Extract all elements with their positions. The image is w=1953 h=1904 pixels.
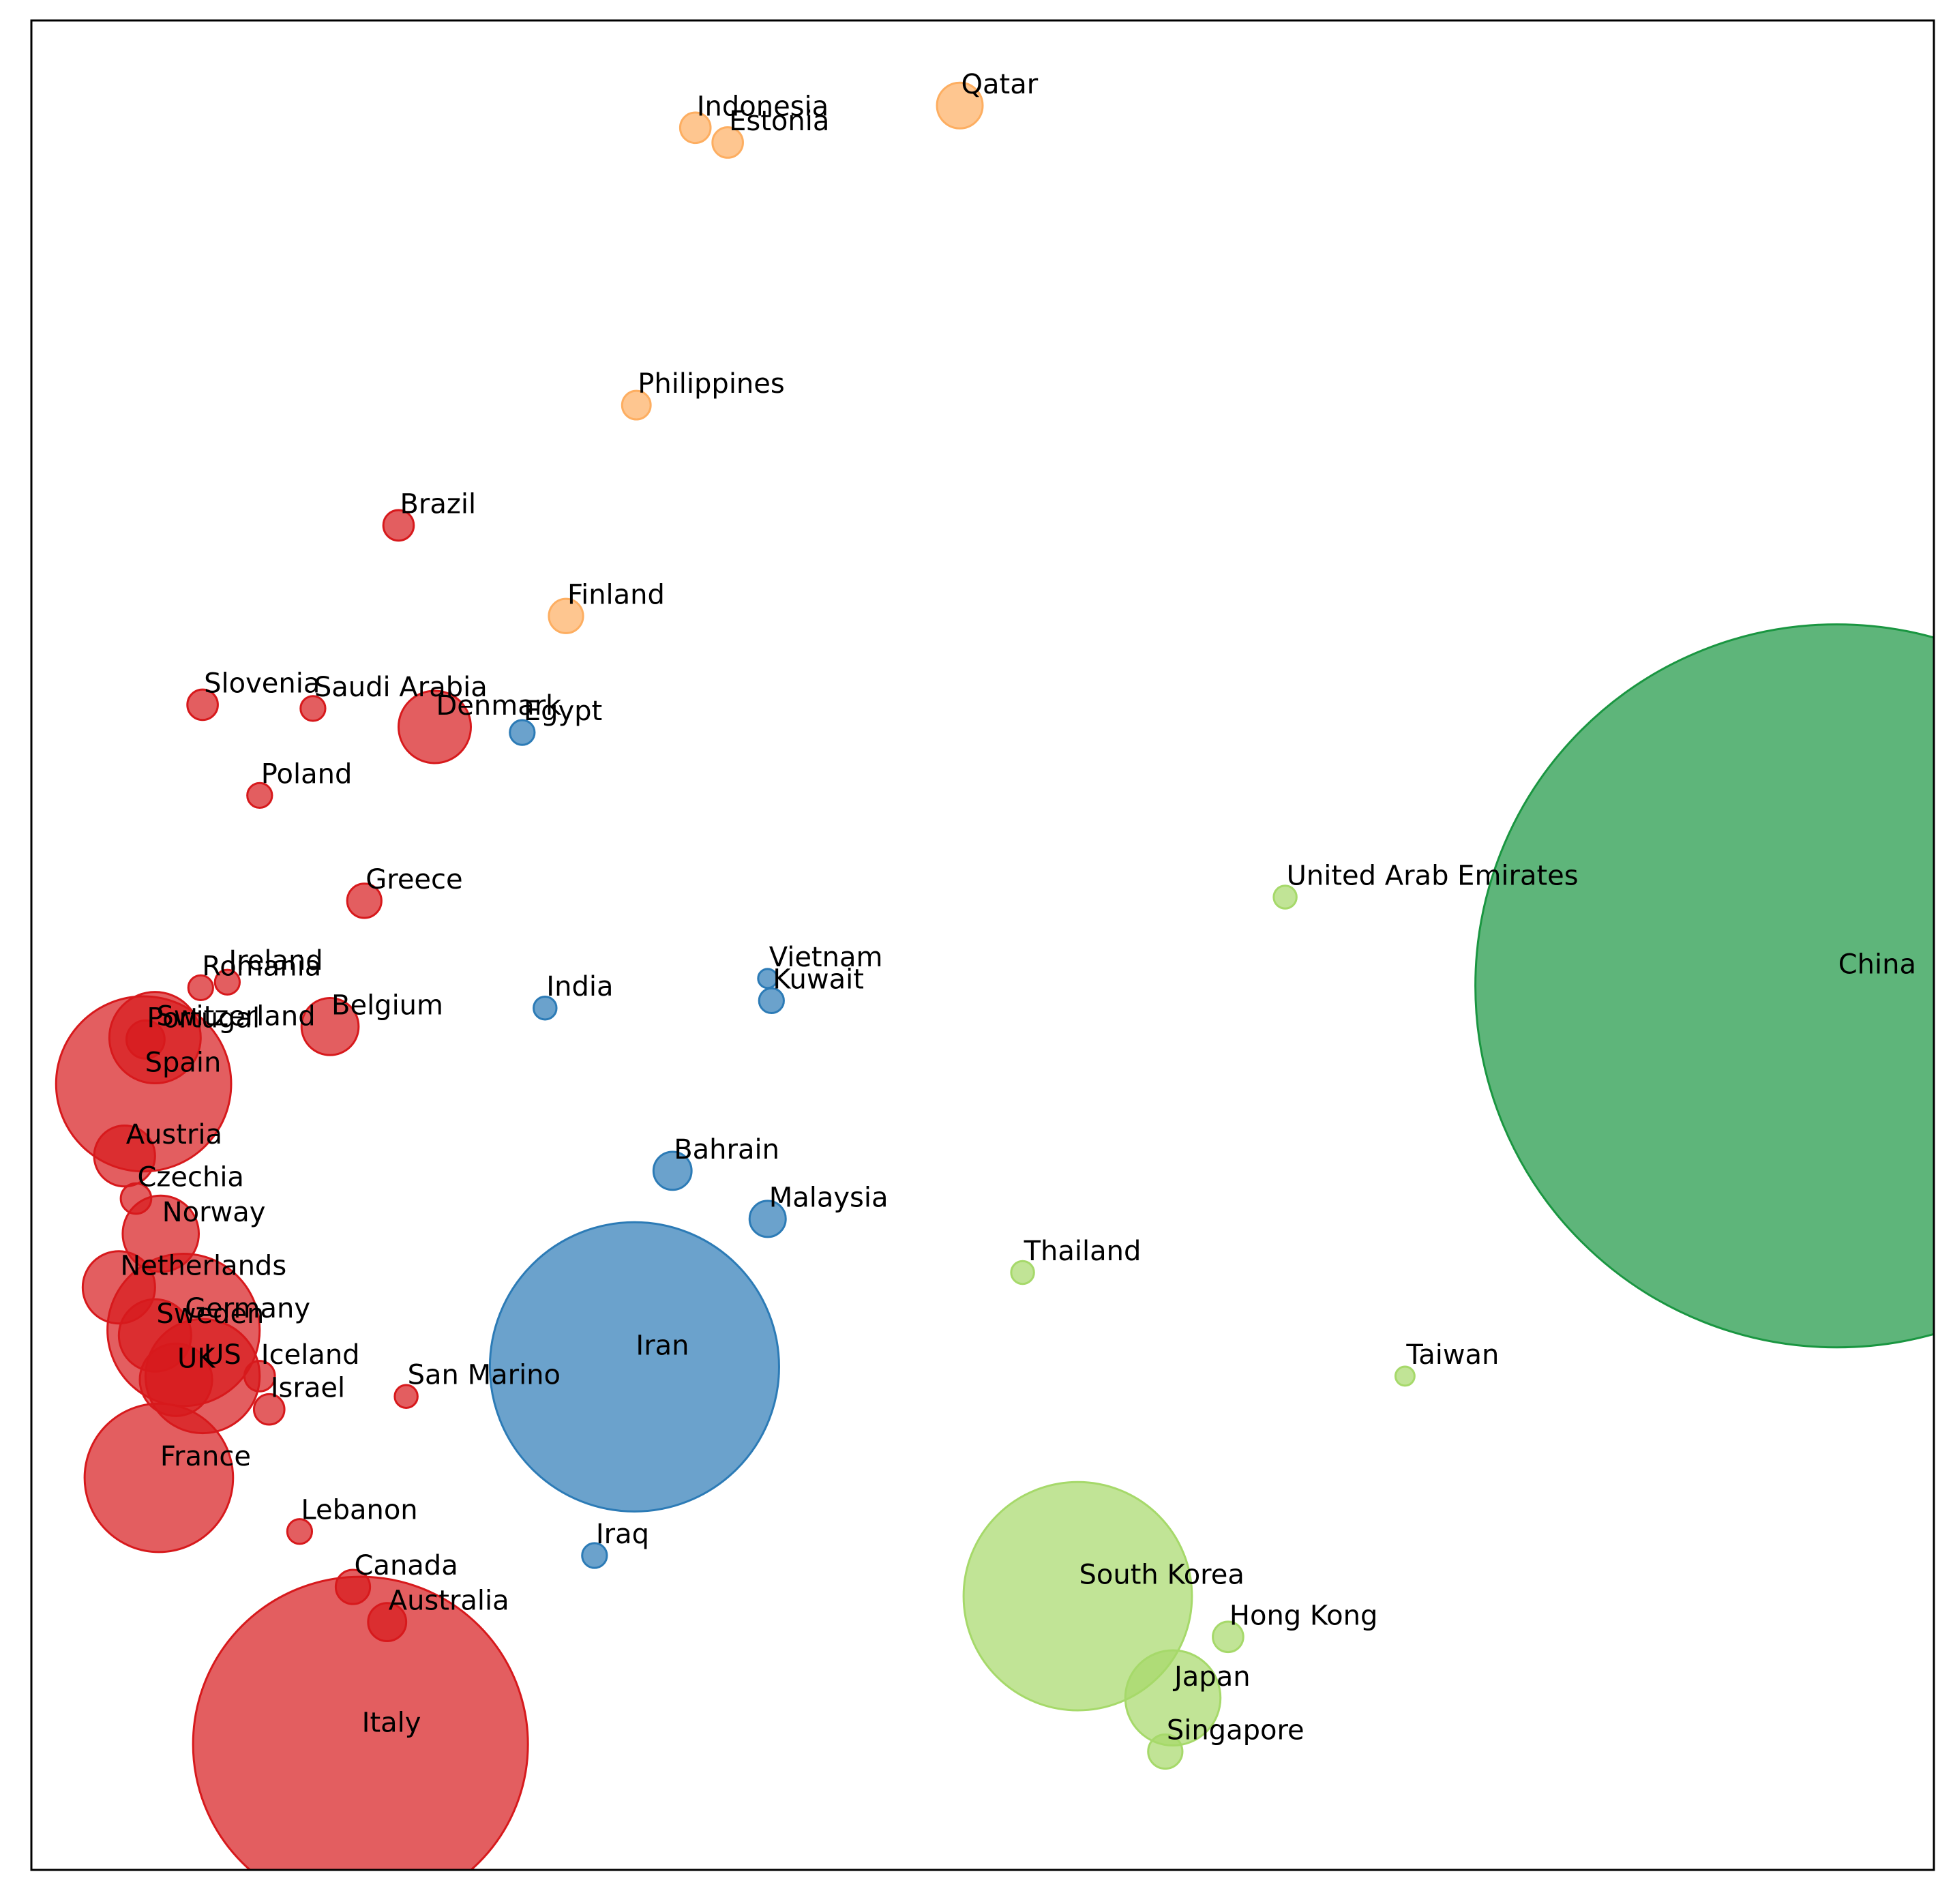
label-spain: Spain — [145, 1047, 222, 1078]
plot-frame — [30, 19, 1935, 1871]
label-india: India — [546, 971, 613, 1002]
bubble-india — [533, 995, 558, 1021]
label-poland: Poland — [261, 758, 353, 790]
bubble-bahrain — [652, 1150, 693, 1191]
label-romania: Romania — [202, 951, 321, 982]
label-us: US — [204, 1339, 241, 1371]
label-kuwait: Kuwait — [773, 964, 864, 995]
label-portugal: Portugal — [147, 1002, 260, 1034]
bubble-egypt — [509, 719, 536, 746]
label-malaysia: Malaysia — [769, 1182, 889, 1213]
bubble-united-arab-emirates — [1272, 884, 1298, 910]
bubble-estonia — [711, 126, 744, 159]
bubble-uk — [138, 1342, 213, 1417]
bubble-malaysia — [748, 1200, 787, 1238]
bubble-greece — [346, 882, 383, 919]
label-czechia: Czechia — [137, 1162, 244, 1193]
bubble-indonesia — [679, 111, 712, 145]
label-israel: Israel — [271, 1373, 345, 1404]
label-iran: Iran — [636, 1330, 689, 1361]
label-singapore: Singapore — [1167, 1714, 1305, 1746]
bubble-qatar — [936, 81, 984, 130]
bubble-poland — [246, 782, 273, 809]
label-france: France — [160, 1441, 251, 1472]
label-japan: Japan — [1172, 1661, 1251, 1693]
bubble-denmark — [397, 689, 472, 764]
label-hong-kong: Hong Kong — [1229, 1600, 1377, 1631]
label-denmark: Denmark — [436, 690, 562, 722]
bubble-romania — [187, 974, 214, 1002]
bubble-iceland — [243, 1360, 276, 1393]
label-united-arab-emirates: United Arab Emirates — [1287, 860, 1579, 891]
bubble-thailand — [1010, 1260, 1035, 1285]
bubble-austria — [93, 1125, 156, 1188]
bubble-saudi-arabia — [299, 695, 327, 722]
label-italy: Italy — [362, 1708, 421, 1739]
label-qatar: Qatar — [961, 69, 1039, 100]
label-bahrain: Bahrain — [674, 1134, 779, 1165]
label-saudi-arabia: Saudi Arabia — [314, 672, 488, 703]
bubble-finland — [548, 597, 584, 634]
label-switzerland: Switzerland — [156, 1001, 315, 1032]
label-brazil: Brazil — [400, 488, 476, 520]
label-egypt: Egypt — [524, 696, 602, 727]
label-sweden: Sweden — [156, 1298, 264, 1330]
label-lebanon: Lebanon — [301, 1495, 417, 1526]
label-canada: Canada — [355, 1550, 458, 1581]
bubble-czechia — [119, 1182, 153, 1215]
bubble-italy — [192, 1575, 529, 1870]
bubble-china — [1474, 623, 1934, 1349]
bubble-iraq — [581, 1542, 608, 1569]
label-indonesia: Indonesia — [697, 91, 829, 122]
label-taiwan: Taiwan — [1405, 1339, 1499, 1371]
label-iraq: Iraq — [596, 1519, 649, 1550]
bubble-ireland — [213, 968, 241, 996]
label-belgium: Belgium — [331, 990, 443, 1021]
bubble-slovenia — [186, 688, 219, 722]
bubble-taiwan — [1394, 1365, 1416, 1387]
bubble-australia — [367, 1602, 408, 1642]
label-uk: UK — [177, 1343, 216, 1374]
label-china: China — [1838, 949, 1916, 981]
bubble-kuwait — [758, 987, 785, 1014]
label-philippines: Philippines — [638, 368, 785, 400]
label-ireland: Ireland — [228, 945, 323, 977]
label-greece: Greece — [366, 864, 462, 895]
bubble-vietnam — [757, 968, 779, 990]
bubble-singapore — [1147, 1733, 1184, 1770]
bubble-south-korea — [962, 1481, 1193, 1712]
bubble-san-marino — [393, 1384, 419, 1409]
label-australia: Australia — [389, 1586, 509, 1617]
bubble-hong-kong — [1212, 1620, 1244, 1654]
label-thailand: Thailand — [1024, 1236, 1142, 1267]
bubble-philippines — [621, 389, 652, 421]
label-south-korea: South Korea — [1079, 1560, 1244, 1591]
label-finland: Finland — [567, 579, 665, 610]
bubble-israel — [252, 1393, 286, 1426]
label-norway: Norway — [162, 1197, 266, 1228]
bubble-portugal — [125, 1019, 166, 1060]
bubble-lebanon — [286, 1518, 314, 1545]
bubble-norway — [121, 1194, 200, 1273]
bubble-iran — [488, 1221, 780, 1513]
bubble-canada — [334, 1568, 372, 1605]
label-germany: Germany — [185, 1293, 310, 1324]
bubbles-layer — [55, 81, 1934, 1870]
label-vietnam: Vietnam — [769, 942, 883, 973]
bubble-brazil — [382, 509, 415, 542]
label-slovenia: Slovenia — [204, 668, 320, 699]
label-netherlands: Netherlands — [120, 1251, 286, 1282]
bubble-belgium — [300, 996, 360, 1056]
label-estonia: Estonia — [729, 106, 829, 137]
label-austria: Austria — [126, 1119, 222, 1150]
label-iceland: Iceland — [261, 1339, 360, 1371]
label-san-marino: San Marino — [408, 1360, 561, 1391]
